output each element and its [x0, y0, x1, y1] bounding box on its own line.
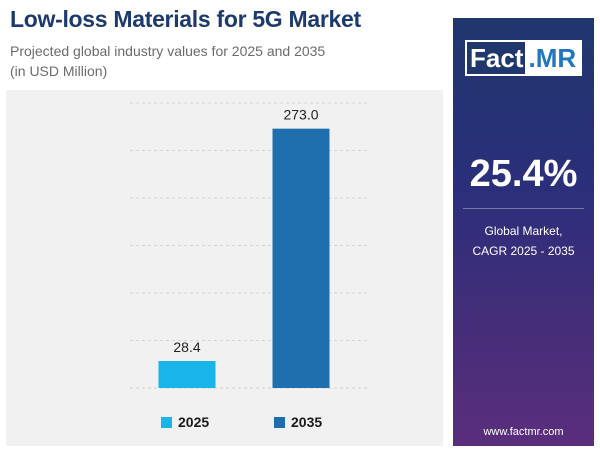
unit-note: (in USD Million): [10, 63, 108, 79]
sidebar-divider: [463, 208, 584, 209]
chart-subtitle: Projected global industry values for 202…: [10, 43, 326, 59]
website-link[interactable]: www.factmr.com: [483, 426, 564, 438]
cagr-label: Global Market, CAGR 2025 - 2035: [453, 221, 594, 261]
bar-2035: [272, 128, 330, 388]
data-label-2025: 28.4: [173, 339, 200, 355]
chart-title: Low-loss Materials for 5G Market: [10, 6, 361, 32]
logo-mr-text: .MR: [528, 43, 577, 73]
cagr-value: 25.4%: [469, 153, 578, 195]
cagr-label-line2: CAGR 2025 - 2035: [472, 244, 575, 258]
legend-label-2025: 2025: [178, 414, 209, 430]
cagr-label-line1: Global Market,: [484, 224, 563, 238]
legend-swatch-2035: [274, 417, 285, 428]
logo-fact-text: Fact: [467, 42, 526, 74]
bar-2025: [158, 361, 216, 388]
bar-chart: 28.4 273.0 2025 2035: [130, 102, 368, 430]
factmr-logo: Fact .MR: [465, 40, 582, 76]
summary-sidebar: Fact .MR 25.4% Global Market, CAGR 2025 -…: [453, 18, 594, 446]
legend-label-2035: 2035: [291, 414, 322, 430]
data-label-2035: 273.0: [283, 107, 318, 123]
chart-panel: 28.4 273.0 2025 2035: [6, 90, 443, 446]
legend-swatch-2025: [161, 417, 172, 428]
